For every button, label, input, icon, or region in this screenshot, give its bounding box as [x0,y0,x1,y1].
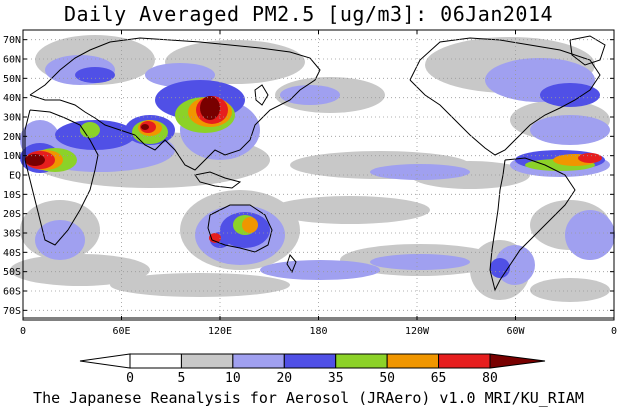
coastline-japan [254,84,269,106]
coastline-indonesia [194,171,242,189]
lat-label: 40N [3,93,21,104]
lon-label: 120W [405,326,430,337]
colorbar: 0 5 10 20 35 50 65 80 [79,353,546,386]
colorbar-level-label: 0 [126,371,134,386]
lon-label: 0 [20,326,26,337]
lat-label: 30N [3,113,21,124]
coastline-north-america [409,37,601,156]
colorbar-segment [232,353,285,369]
colorbar-segment [180,353,234,369]
lon-label: 0 [611,326,617,337]
colorbar-segment [386,353,440,369]
footer-credit: The Japanese Reanalysis for Aerosol (JRA… [33,389,584,407]
lat-label: 60S [3,287,21,298]
lat-label: 50N [3,74,21,85]
pm25-field [10,35,615,302]
lat-label: 10S [3,190,21,201]
lat-label: 70N [3,35,21,46]
lat-label: EQ [9,171,21,182]
axis-ticks [22,30,615,320]
lat-label: 40S [3,248,21,259]
colorbar-level-label: 5 [178,371,186,386]
lat-label: 60N [3,55,21,66]
colorbar-high-arrow [489,353,546,369]
colorbar-segment [438,353,491,369]
colorbar-segment [283,353,337,369]
level-80-plus-areas [25,96,220,166]
lon-label: 120E [208,326,232,337]
lat-label: 20N [3,132,21,143]
lon-label: 180 [309,326,327,337]
coastline-greenland [569,35,606,66]
colorbar-level-label: 35 [328,371,344,386]
lon-label: 60W [506,326,525,337]
lon-label: 60E [112,326,130,337]
colorbar-low-arrow [79,353,131,369]
coastline-australia [207,204,273,253]
colorbar-segment [335,353,388,369]
gridlines [23,30,614,320]
coastline-europe-asia [29,37,321,171]
lat-label: 30S [3,229,21,240]
colorbar-level-label: 10 [225,371,241,386]
map-title: Daily Averaged PM2.5 [ug/m3]: 06Jan2014 [63,2,554,26]
coastline-africa [24,109,99,246]
latitude-labels: 70N 60N 50N 40N 30N 20N 10N EQ 10S 20S 30S 40S 50S 60… [3,35,21,317]
longitude-labels: 0 60E 120E 180 120W 60W 0 [20,326,617,337]
colorbar-segment [129,353,182,369]
colorbar-level-label: 50 [379,371,395,386]
lat-label: 50S [3,267,21,278]
colorbar-level-label: 20 [276,371,292,386]
lat-label: 20S [3,209,21,220]
colorbar-level-label: 80 [482,371,498,386]
lat-label: 70S [3,306,21,317]
colorbar-level-label: 65 [431,371,447,386]
lat-label: 10N [3,151,21,162]
coastline-south-america [489,157,576,292]
